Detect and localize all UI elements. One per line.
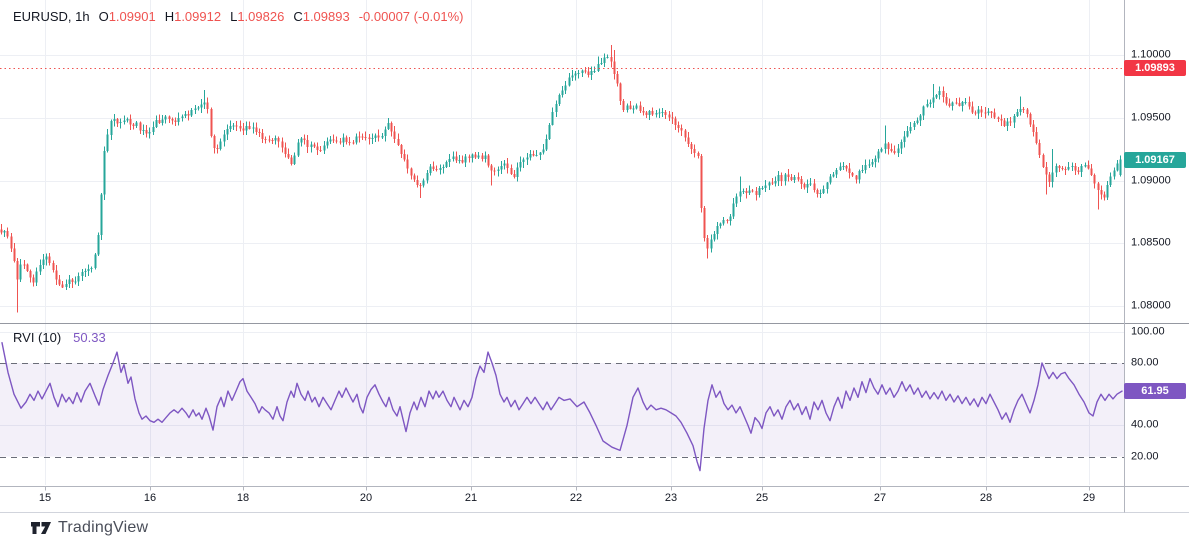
- rvi-pane: [1, 342, 1123, 472]
- main-pane: [0, 45, 1122, 313]
- tradingview-logo[interactable]: TradingView: [31, 519, 148, 537]
- price-axis-label: 1.10000: [1131, 48, 1171, 61]
- price-axis-label: 1.08000: [1131, 299, 1171, 312]
- time-axis-label: 15: [38, 492, 52, 504]
- ohlc-value: 1.09912: [174, 9, 222, 24]
- ohlc-pair: H1.09912: [165, 9, 221, 24]
- tradingview-logo-text: TradingView: [58, 519, 149, 536]
- time-axis-label: 18: [236, 492, 250, 504]
- ohlc-pair: C1.09893: [293, 9, 349, 24]
- rvi-value-badge: 61.95: [1124, 383, 1186, 400]
- time-axis-label: 27: [873, 492, 887, 504]
- time-axis-label: 21: [464, 492, 478, 504]
- ohlc-value: 1.09893: [302, 9, 350, 24]
- down-candle-wicks: [1, 45, 1105, 313]
- price-line-badge: 1.09893: [1124, 60, 1186, 77]
- time-axis-label: 23: [664, 492, 678, 504]
- time-axis-label: 20: [359, 492, 373, 504]
- ohlc-value: 1.09826: [237, 9, 285, 24]
- price-axis-label: 1.09500: [1131, 111, 1171, 124]
- change-value: -0.00007 (-0.01%): [358, 9, 464, 24]
- borders: [0, 0, 1189, 513]
- ohlc-letter: O: [98, 9, 109, 24]
- ohlc-letter: L: [230, 9, 238, 24]
- ohlc-values: O1.09901 H1.09912 L1.09826 C1.09893: [90, 9, 350, 24]
- price-axis-label: 1.08500: [1131, 236, 1171, 249]
- ohlc-pair: L1.09826: [230, 9, 284, 24]
- time-axis-label: 29: [1082, 492, 1096, 504]
- up-candle-wicks: [4, 53, 1121, 290]
- ohlc-pair: O1.09901: [99, 9, 156, 24]
- time-axis-label: 16: [143, 492, 157, 504]
- rvi-axis-label: 80.00: [1131, 356, 1159, 369]
- rvi-axis-label: 20.00: [1131, 450, 1159, 463]
- price-axis-label: 1.09000: [1131, 174, 1171, 186]
- time-axis-label: 28: [979, 492, 993, 504]
- rvi-line: [1, 342, 1123, 472]
- ohlc-value: 1.09901: [108, 9, 156, 24]
- tradingview-logo-icon: [31, 522, 51, 534]
- symbol-legend[interactable]: EURUSD, 1h O1.09901 H1.09912 L1.09826 C1.098…: [13, 9, 464, 24]
- last-price-badge: 1.09167: [1124, 151, 1186, 168]
- up-candle-bodies: [3, 57, 1122, 288]
- rvi-axis-label: 100.00: [1131, 325, 1165, 338]
- ohlc-letter: C: [293, 9, 303, 24]
- rvi-band: [0, 363, 1124, 457]
- time-axis-label: 22: [569, 492, 583, 504]
- rvi-title[interactable]: RVI (10): [13, 330, 62, 345]
- rvi-title-value: 50.33: [73, 330, 106, 345]
- rvi-axis-label: 40.00: [1131, 418, 1159, 431]
- symbol-title[interactable]: EURUSD, 1h: [13, 9, 90, 24]
- gridlines: [0, 0, 1124, 485]
- ohlc-letter: H: [164, 9, 175, 24]
- time-axis-label: 25: [755, 492, 769, 504]
- rvi-legend[interactable]: RVI (10) 50.33: [13, 330, 106, 345]
